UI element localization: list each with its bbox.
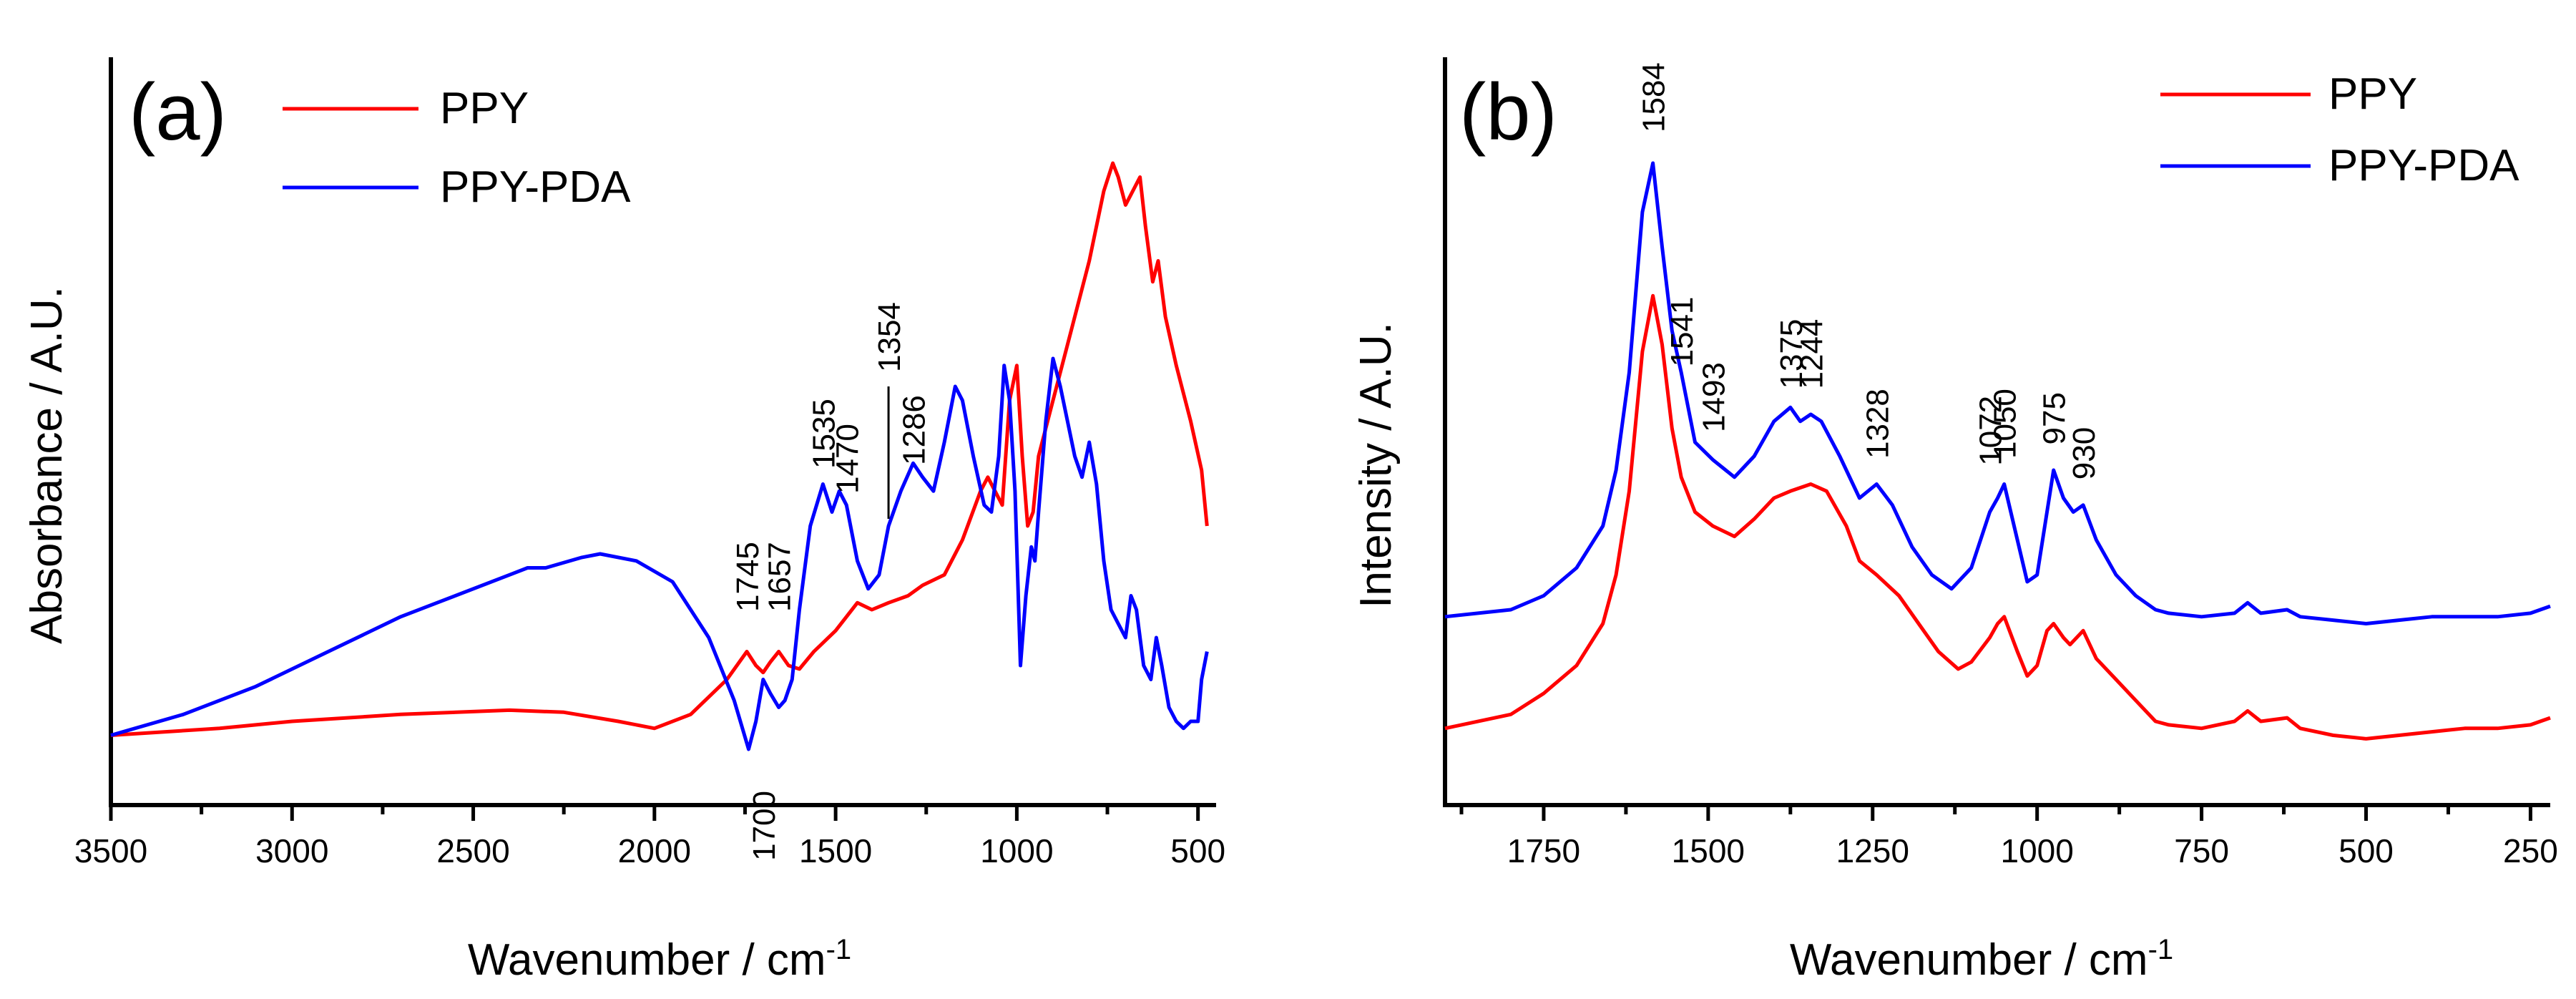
x-tick-label: 2500 bbox=[436, 832, 509, 869]
series-line-ppy-pda bbox=[110, 356, 1209, 751]
x-tick-label: 1500 bbox=[1672, 832, 1745, 869]
peak-label: 1657 bbox=[763, 542, 798, 612]
x-axis-label-a-sup: -1 bbox=[826, 934, 852, 965]
peak-label: 1745 bbox=[730, 542, 765, 612]
peak-label: 1470 bbox=[830, 424, 865, 494]
x-axis-label-b: Wavenumber / cm-1 bbox=[1790, 934, 2173, 985]
panel-label-b: (b) bbox=[1459, 67, 1557, 157]
peak-label: 1328 bbox=[1860, 389, 1895, 459]
peak-label: 1535 bbox=[806, 399, 841, 469]
x-axis-label-b-sup: -1 bbox=[2148, 934, 2174, 965]
x-tick-label: 500 bbox=[2339, 832, 2394, 869]
x-tick-label: 1250 bbox=[1836, 832, 1909, 869]
peak-label: 1244 bbox=[1794, 319, 1829, 389]
x-tick-label: 3500 bbox=[74, 832, 147, 869]
x-tick-label: 1000 bbox=[2001, 832, 2074, 869]
peak-label: 975 bbox=[2037, 392, 2072, 444]
legend-b: PPY PPY-PDA bbox=[2160, 69, 2519, 190]
y-axis-label-a: Absorbance / A.U. bbox=[22, 286, 72, 644]
y-axis-label-b: Intensity / A.U. bbox=[1351, 322, 1401, 608]
x-tick-label: 1500 bbox=[799, 832, 872, 869]
legend-a: PPY PPY-PDA bbox=[283, 84, 631, 212]
legend-label-ppy-pda-a: PPY-PDA bbox=[440, 162, 631, 212]
panel-a: (a) Absorbance / A.U. Wavenumber / cm-1 … bbox=[22, 57, 1225, 985]
x-tick-label: 500 bbox=[1170, 832, 1225, 869]
peak-label: 1375 bbox=[1774, 319, 1809, 389]
x-tick-label: 250 bbox=[2503, 832, 2558, 869]
peak-label: 1072 bbox=[1973, 396, 2008, 466]
legend-label-ppy-a: PPY bbox=[440, 84, 529, 133]
peak-label: 1493 bbox=[1696, 362, 1731, 432]
x-tick-label: 2000 bbox=[618, 832, 691, 869]
x-tick-label: 1750 bbox=[1507, 832, 1580, 869]
panel-b: (b) Intensity / A.U. Wavenumber / cm-1 P… bbox=[1351, 57, 2558, 985]
peak-label: 1541 bbox=[1665, 297, 1700, 367]
peak-label: 1354 bbox=[872, 302, 907, 372]
panel-label-a: (a) bbox=[129, 67, 227, 157]
x-axis-label-a-main: Wavenumber / cm bbox=[468, 935, 826, 985]
peak-label: 1286 bbox=[897, 395, 932, 465]
x-tick-label: 3000 bbox=[255, 832, 328, 869]
series-line-ppy-pda bbox=[1444, 161, 2551, 625]
series-line-ppy bbox=[1444, 293, 2551, 741]
x-tick-label: 750 bbox=[2174, 832, 2229, 869]
legend-label-ppy-pda-b: PPY-PDA bbox=[2328, 141, 2519, 190]
peak-label: 1050 bbox=[1988, 389, 2023, 459]
peak-label: 1584 bbox=[1637, 62, 1672, 132]
peak-label: 1700 bbox=[747, 791, 782, 861]
x-axis-label-b-main: Wavenumber / cm bbox=[1790, 935, 2148, 985]
x-axis-label-a: Wavenumber / cm-1 bbox=[468, 934, 851, 985]
legend-label-ppy-b: PPY bbox=[2328, 69, 2417, 119]
peak-label: 930 bbox=[2067, 427, 2102, 479]
x-tick-label: 1000 bbox=[980, 832, 1053, 869]
